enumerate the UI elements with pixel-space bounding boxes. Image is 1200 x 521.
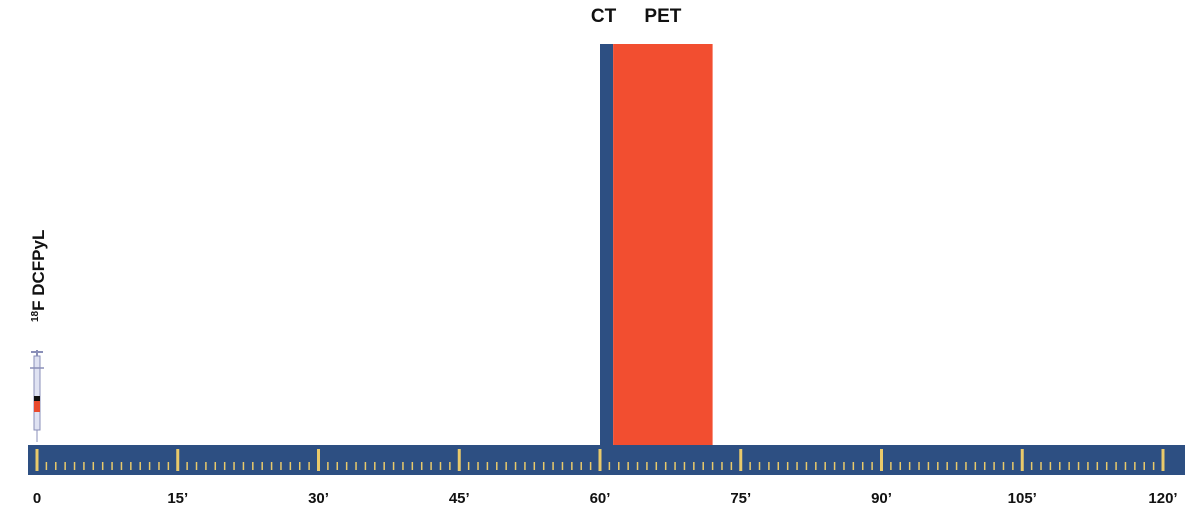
x-tick-label: 30’ (308, 490, 329, 507)
x-tick-label: 60’ (590, 490, 611, 507)
injection-label: 18F DCFPyL (29, 230, 48, 322)
timeline-bar (28, 445, 1185, 475)
x-tick-label: 75’ (730, 490, 751, 507)
x-tick-label: 0 (33, 490, 41, 507)
segment (613, 44, 713, 445)
segment (600, 44, 614, 445)
x-tick-label: 45’ (449, 490, 470, 507)
segment-label: CT (591, 6, 617, 27)
segment-label: PET (644, 6, 681, 27)
tracer-name: F DCFPyL (29, 230, 48, 311)
x-tick-label: 90’ (871, 490, 892, 507)
x-tick-label: 105’ (1008, 490, 1037, 507)
syringe-icon (30, 350, 44, 442)
x-tick-label: 120’ (1148, 490, 1177, 507)
x-tick-label: 15’ (167, 490, 188, 507)
isotope: 18 (30, 310, 41, 322)
